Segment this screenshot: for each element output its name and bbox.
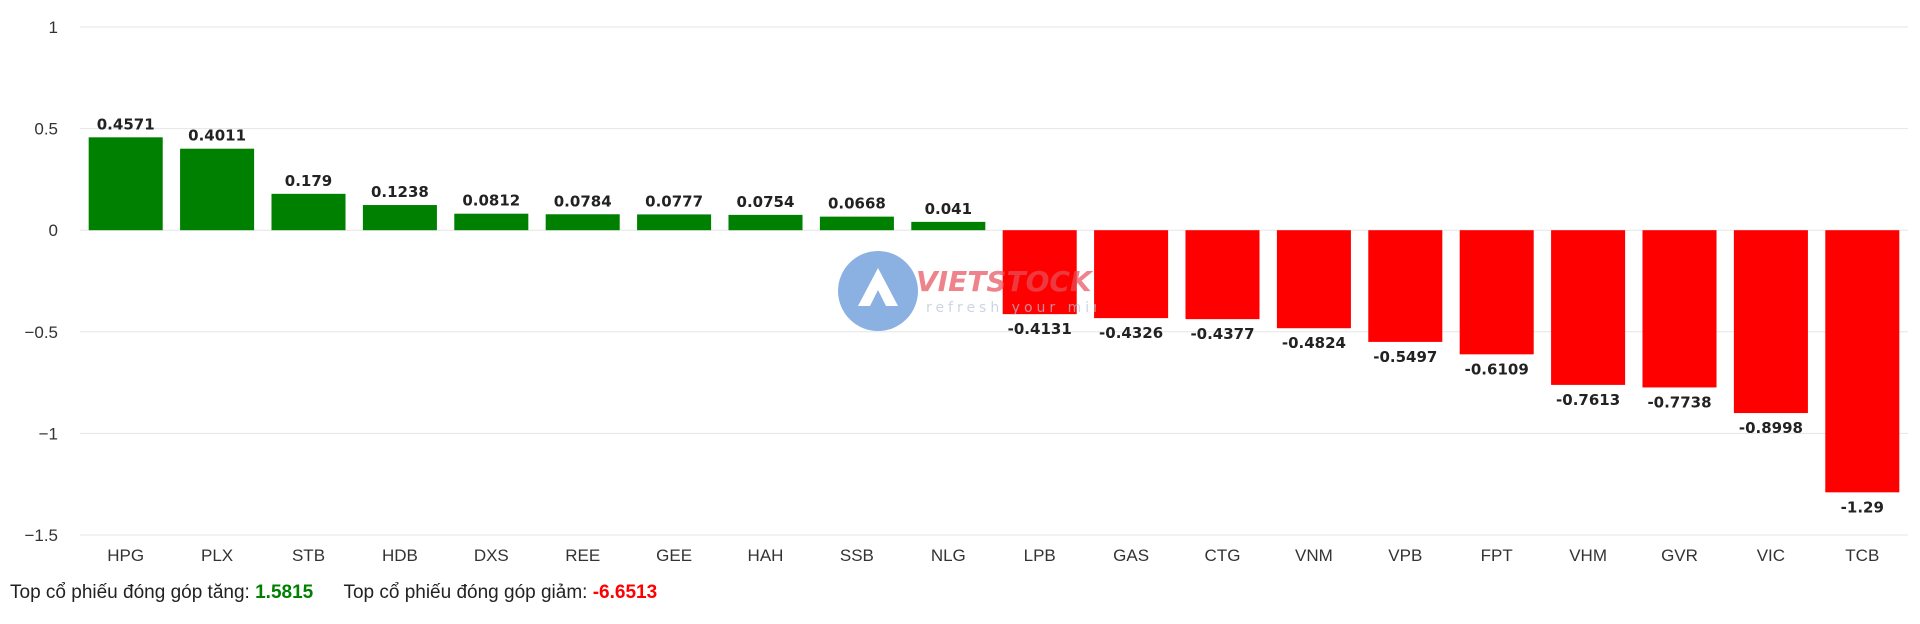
x-tick-label-ree: REE [565,546,600,565]
data-label-dxs: 0.0812 [462,192,520,210]
bar-plx[interactable] [180,148,255,231]
data-label-vic: -0.8998 [1739,419,1803,437]
x-tick-label-stb: STB [292,546,325,565]
data-label-hdb: 0.1238 [371,183,429,201]
data-label-ctg: -0.4377 [1190,325,1254,343]
gainers-label: Top cổ phiếu đóng góp tăng: [10,582,250,603]
data-label-fpt: -0.6109 [1465,360,1529,378]
x-tick-label-hdb: HDB [382,546,418,565]
bar-vhm[interactable] [1551,230,1626,385]
y-tick-label: −1 [39,424,58,443]
bars [88,137,1900,493]
vietstock-watermark-logo: VIETSTOCK refresh your mind [838,251,1096,331]
data-label-vpb: -0.5497 [1373,348,1437,366]
contribution-summary: Top cổ phiếu đóng góp tăng: 1.5815 Top c… [10,582,657,604]
watermark-globe-icon [838,251,918,331]
x-tick-label-vhm: VHM [1569,546,1607,565]
bar-gas[interactable] [1094,230,1169,319]
x-tick-label-gee: GEE [656,546,692,565]
x-tick-label-nlg: NLG [931,546,966,565]
y-axis-ticks: 1 0.5 0 −0.5 −1 −1.5 [24,18,58,545]
data-label-gvr: -0.7738 [1647,393,1711,411]
bar-tcb[interactable] [1825,230,1900,493]
bar-nlg[interactable] [911,221,986,231]
data-label-ssb: 0.0668 [828,195,886,213]
y-tick-label: 0 [49,221,58,240]
data-label-vhm: -0.7613 [1556,391,1620,409]
x-tick-label-tcb: TCB [1845,546,1879,565]
data-label-gee: 0.0777 [645,192,703,210]
x-axis-ticks: HPG PLX STB HDB DXS REE GEE HAH SSB NLG LPB GAS CTG V… [107,546,1879,565]
x-tick-label-vnm: VNM [1295,546,1333,565]
data-label-vnm: -0.4824 [1282,334,1346,352]
x-tick-label-ctg: CTG [1205,546,1241,565]
bar-lpb[interactable] [1002,230,1077,315]
losers-total-value: -6.6513 [592,582,658,603]
x-tick-label-vic: VIC [1757,546,1785,565]
x-tick-label-dxs: DXS [474,546,509,565]
bar-gee[interactable] [637,214,712,231]
data-label-nlg: 0.041 [925,200,972,218]
bar-ssb[interactable] [819,216,894,231]
bar-fpt[interactable] [1459,230,1534,355]
x-tick-label-gas: GAS [1113,546,1149,565]
data-label-stb: 0.179 [285,172,332,190]
bar-hpg[interactable] [88,137,163,231]
data-labels: 0.4571 0.4011 0.179 0.1238 0.0812 0.0784 0.077… [97,115,1884,516]
data-label-hpg: 0.4571 [97,115,155,133]
x-tick-label-vpb: VPB [1388,546,1422,565]
bar-dxs[interactable] [454,213,529,231]
bar-ctg[interactable] [1185,230,1260,320]
y-tick-label: −0.5 [24,323,58,342]
data-label-plx: 0.4011 [188,127,246,145]
watermark-brand: VIETSTOCK [916,265,1094,298]
data-label-tcb: -1.29 [1841,498,1884,516]
y-tick-label: 0.5 [34,120,58,139]
bar-hdb[interactable] [362,205,437,231]
bar-gvr[interactable] [1642,230,1717,388]
bar-vnm[interactable] [1276,230,1351,329]
bar-stb[interactable] [271,193,346,231]
bar-vic[interactable] [1733,230,1808,414]
watermark-tagline: refresh your mind [926,300,1096,316]
bar-hah[interactable] [728,214,803,231]
x-tick-label-ssb: SSB [840,546,874,565]
data-label-ree: 0.0784 [554,192,612,210]
y-tick-label: 1 [49,18,58,37]
x-tick-label-plx: PLX [201,546,233,565]
bar-vpb[interactable] [1368,230,1443,342]
data-label-gas: -0.4326 [1099,324,1163,342]
data-label-hah: 0.0754 [737,193,795,211]
y-tick-label: −1.5 [24,526,58,545]
bar-ree[interactable] [545,214,620,231]
x-tick-label-hpg: HPG [107,546,144,565]
gainers-total-value: 1.5815 [255,582,314,603]
x-tick-label-hah: HAH [748,546,784,565]
losers-label: Top cổ phiếu đóng góp giảm: [343,582,588,603]
x-tick-label-fpt: FPT [1481,546,1513,565]
watermark-arrow-icon [858,268,898,306]
x-tick-label-lpb: LPB [1024,546,1056,565]
data-label-lpb: -0.4131 [1008,320,1072,338]
x-tick-label-gvr: GVR [1661,546,1698,565]
